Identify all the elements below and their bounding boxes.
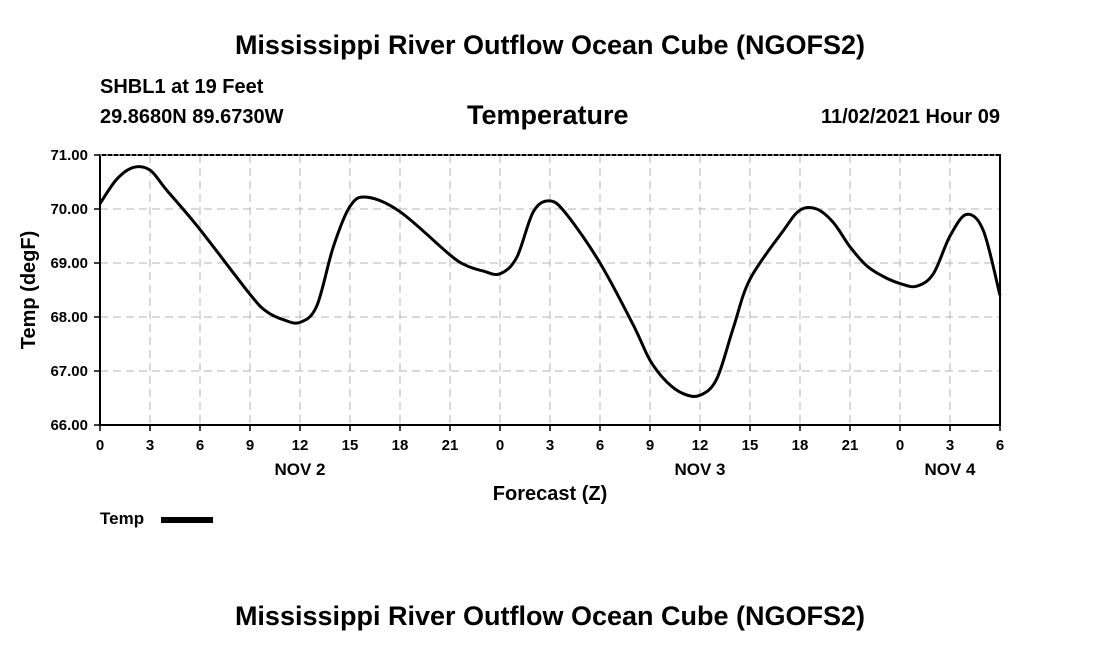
x-axis-label: Forecast (Z) [493,483,607,505]
temp-series-line [98,165,1002,398]
main-title: Mississippi River Outflow Ocean Cube (NG… [234,30,866,60]
chart-title: Temperature [467,100,629,130]
y-tick-label: 71.00 [50,147,88,164]
x-tick-label: 12 [292,437,309,454]
day-label: NOV 2 [274,460,325,479]
y-tick-label: 67.00 [50,363,88,380]
y-tick-label: 69.00 [50,255,88,272]
legend-label: Temp [100,509,145,528]
x-tick-label: 3 [946,437,954,454]
series-layer [98,165,1002,398]
day-label: NOV 4 [924,460,976,479]
x-tick-label: 15 [742,437,759,454]
y-tick-label: 68.00 [50,309,88,326]
x-tick-label: 6 [196,437,204,454]
x-tick-label: 3 [146,437,154,454]
x-tick-label: 9 [246,437,254,454]
x-tick-label: 0 [96,437,104,454]
grid [100,155,1000,425]
x-tick-label: 3 [546,437,554,454]
temperature-chart: 0 3 6 9 12 15 18 21 0 3 6 9 12 15 18 21 0 3 6 66.00 67.00 68.… [18,147,1004,505]
x-tick-label: 6 [596,437,604,454]
x-tick-label: 18 [392,437,409,454]
x-tick-label: 21 [442,437,459,454]
x-tick-label: 21 [842,437,859,454]
y-tick-label: 66.00 [50,417,88,434]
x-tick-label: 6 [996,437,1004,454]
x-tick-label: 0 [496,437,504,454]
forecast-datetime: 11/02/2021 Hour 09 [820,106,1000,128]
station-coordinates: 29.8680N 89.6730W [100,106,284,128]
x-tick-label: 15 [342,437,359,454]
x-tick-label: 0 [896,437,904,454]
y-tick-label: 70.00 [50,201,88,218]
x-tick-label: 9 [646,437,654,454]
y-axis-label: Temp (degF) [18,231,40,350]
footer-title: Mississippi River Outflow Ocean Cube (NG… [234,601,866,631]
legend-swatch [161,517,213,523]
x-tick-label: 12 [692,437,709,454]
day-label: NOV 3 [674,460,725,479]
ticks: 0 3 6 9 12 15 18 21 0 3 6 9 12 15 18 21 0 3 6 66.00 67.00 68.… [50,147,1004,479]
station-label: SHBL1 at 19 Feet [100,76,264,98]
x-tick-label: 18 [792,437,809,454]
